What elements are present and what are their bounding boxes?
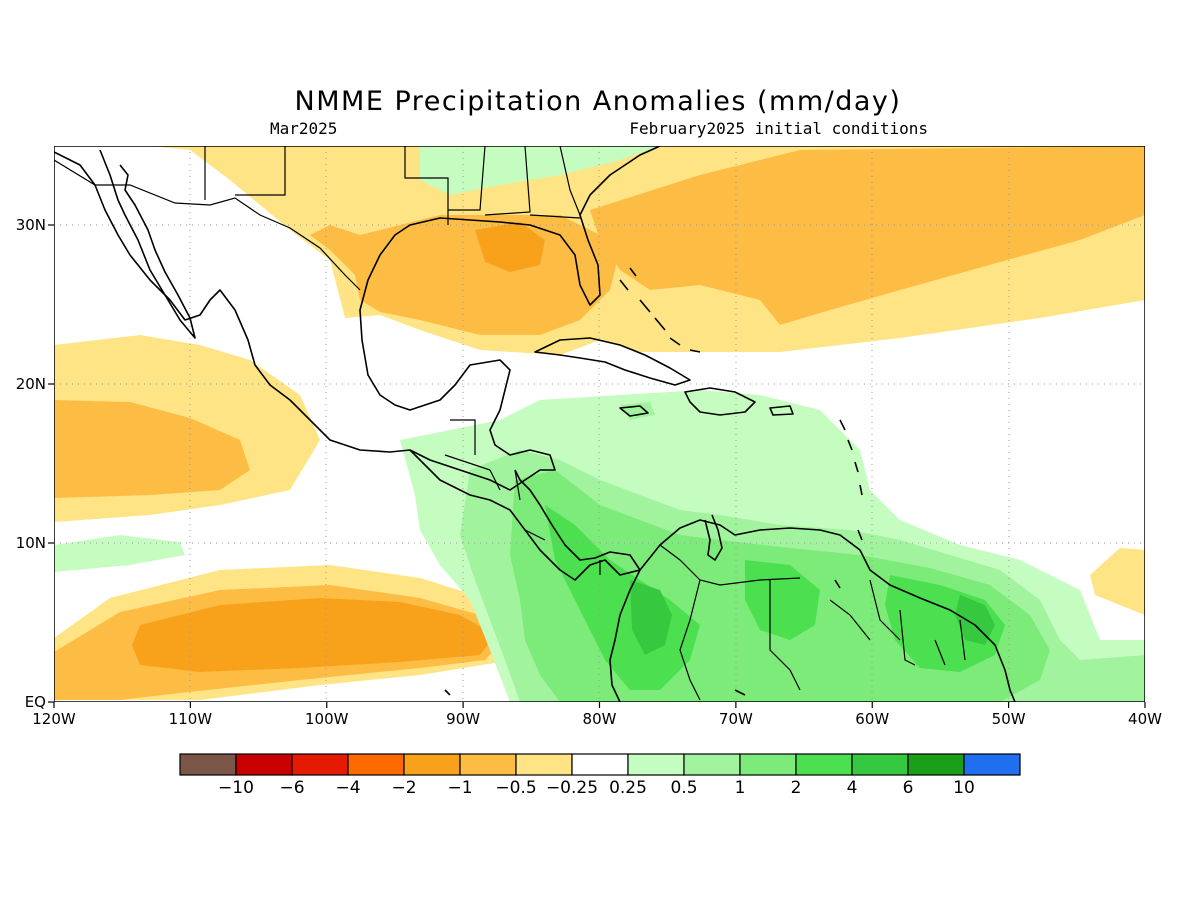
legend-swatch: [907, 753, 965, 776]
legend-swatch: [683, 753, 741, 776]
legend-label: 6: [903, 778, 914, 798]
coastline-south-america: [639, 519, 1016, 702]
border-us-states: [204, 146, 581, 225]
anomaly-region: [630, 580, 672, 655]
lon-tick-label: 100W: [305, 710, 349, 728]
legend-swatch: [403, 753, 461, 776]
legend-label: −0.5: [495, 778, 536, 798]
anomaly-region: [885, 575, 1005, 672]
legend-swatch: [235, 753, 293, 776]
islands-lesser-antilles: [839, 419, 863, 541]
anomaly-region: [54, 400, 250, 498]
wet-anomaly-fields: [54, 146, 1145, 702]
legend-label: 1: [735, 778, 746, 798]
lon-tick-label: 60W: [855, 710, 889, 728]
legend-label: −2: [391, 778, 416, 798]
island-jamaica: [619, 405, 649, 417]
legend-label: 4: [847, 778, 858, 798]
anomaly-region: [1090, 548, 1145, 615]
coastline-central-america: [409, 449, 641, 581]
anomaly-region: [475, 222, 545, 272]
lat-tick-label: 10N: [16, 534, 46, 552]
anomaly-region: [132, 598, 495, 672]
coastline-baja: [99, 149, 196, 339]
coastline-north-america: [54, 146, 661, 491]
legend-label: −1: [447, 778, 472, 798]
legend-swatch: [347, 753, 405, 776]
forecast-month: Mar2025: [270, 119, 337, 138]
legend-swatch: [963, 753, 1021, 776]
lon-tick-label: 80W: [583, 710, 617, 728]
color-legend: −10 −6 −4 −2 −1 −0.5 −0.25 0.25 0.5 1 2 4 6 10: [179, 753, 1021, 798]
island-puerto-rico: [769, 405, 794, 416]
anomaly-region: [955, 595, 995, 645]
country-borders: [54, 146, 966, 701]
legend-swatch: [179, 753, 237, 776]
anomaly-region: [590, 146, 1145, 325]
coastline-maracaibo: [704, 514, 723, 561]
anomaly-region: [54, 535, 185, 572]
legend-swatch: [627, 753, 685, 776]
island-cuba: [534, 337, 691, 386]
legend-label: 10: [953, 778, 975, 798]
border-us-mexico: [54, 159, 361, 291]
lat-tick-label: 30N: [16, 216, 46, 234]
border-central-america: [444, 419, 601, 575]
map-panel: [54, 146, 1145, 702]
legend-label: −6: [279, 778, 304, 798]
lon-tick-label: 120W: [32, 710, 76, 728]
legend-swatch: [459, 753, 517, 776]
map-title: NMME Precipitation Anomalies (mm/day): [295, 86, 902, 117]
legend-label: −0.25: [546, 778, 598, 798]
island-hispaniola: [684, 387, 756, 416]
legend-label: 0.25: [609, 778, 647, 798]
legend-swatch: [851, 753, 909, 776]
lon-tick-label: 70W: [719, 710, 753, 728]
islands-misc: [444, 579, 841, 696]
legend-swatch: [795, 753, 853, 776]
anomaly-region: [420, 146, 660, 195]
coastlines: [54, 146, 1016, 702]
lon-tick-label: 90W: [446, 710, 480, 728]
initial-conditions-label: February2025 initial conditions: [629, 119, 928, 138]
legend-swatch: [515, 753, 573, 776]
legend-swatch: [291, 753, 349, 776]
longitude-axis: 120W 110W 100W 90W 80W 70W 60W 50W 40W: [32, 702, 1162, 728]
lon-tick-label: 110W: [169, 710, 213, 728]
lat-tick-label: 20N: [16, 375, 46, 393]
lon-tick-label: 40W: [1128, 710, 1162, 728]
border-south-america: [659, 544, 966, 701]
legend-swatch: [739, 753, 797, 776]
latitude-axis: EQ 10N 20N 30N: [16, 216, 54, 711]
legend-label: 0.5: [670, 778, 697, 798]
islands-bahamas: [619, 267, 701, 353]
coastline-pacific-south-america: [609, 569, 641, 702]
lon-tick-label: 50W: [992, 710, 1026, 728]
legend-label: 2: [791, 778, 802, 798]
lat-tick-label: EQ: [25, 693, 46, 711]
legend-label: −4: [335, 778, 360, 798]
legend-swatch: [571, 753, 629, 776]
legend-label: −10: [218, 778, 254, 798]
